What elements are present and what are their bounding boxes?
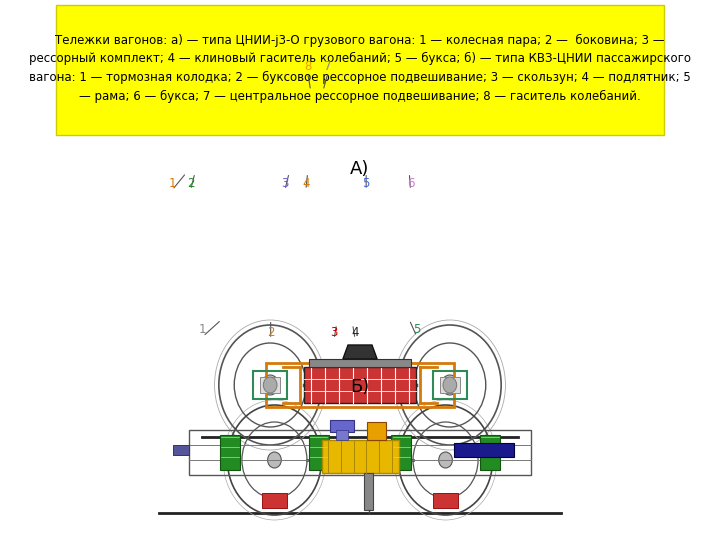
FancyBboxPatch shape	[56, 5, 664, 135]
Text: 6: 6	[407, 177, 414, 190]
Circle shape	[268, 452, 282, 468]
Circle shape	[443, 377, 456, 393]
Text: 5: 5	[413, 323, 420, 336]
Text: 8: 8	[304, 60, 311, 73]
Circle shape	[441, 375, 459, 395]
Bar	[261, 493, 287, 508]
Text: 5: 5	[362, 177, 370, 190]
Bar	[189, 430, 531, 475]
Text: 1: 1	[168, 177, 176, 190]
Bar	[253, 371, 287, 399]
Bar	[260, 377, 280, 393]
Bar	[266, 363, 454, 407]
Bar	[480, 435, 500, 470]
Bar	[336, 430, 348, 440]
Text: Б): Б)	[351, 378, 369, 396]
Bar	[454, 443, 514, 457]
Bar	[391, 435, 411, 470]
Bar	[220, 435, 240, 470]
Bar	[367, 422, 386, 440]
Bar	[309, 435, 329, 470]
Text: 2: 2	[267, 326, 274, 339]
Text: 4: 4	[302, 177, 310, 190]
Text: 7: 7	[324, 60, 332, 73]
Text: Тележки вагонов: а) — типа ЦНИИ-ј3-О грузового вагона: 1 — колесная пара; 2 —  б: Тележки вагонов: а) — типа ЦНИИ-ј3-О гру…	[29, 33, 691, 103]
Bar	[433, 371, 467, 399]
Text: 4: 4	[351, 326, 359, 339]
Circle shape	[264, 377, 277, 393]
Bar	[433, 493, 459, 508]
Polygon shape	[343, 345, 377, 359]
Text: 2: 2	[187, 177, 194, 190]
Bar	[322, 440, 398, 473]
Bar	[364, 473, 373, 510]
Bar	[309, 359, 411, 367]
Bar	[330, 420, 354, 432]
Text: 1: 1	[199, 323, 207, 336]
Text: А): А)	[351, 160, 369, 178]
Text: 3: 3	[282, 177, 289, 190]
Circle shape	[261, 375, 279, 395]
Text: 3: 3	[330, 326, 338, 339]
Circle shape	[438, 452, 452, 468]
Bar	[440, 377, 460, 393]
Bar	[174, 445, 189, 455]
Bar	[305, 367, 415, 403]
